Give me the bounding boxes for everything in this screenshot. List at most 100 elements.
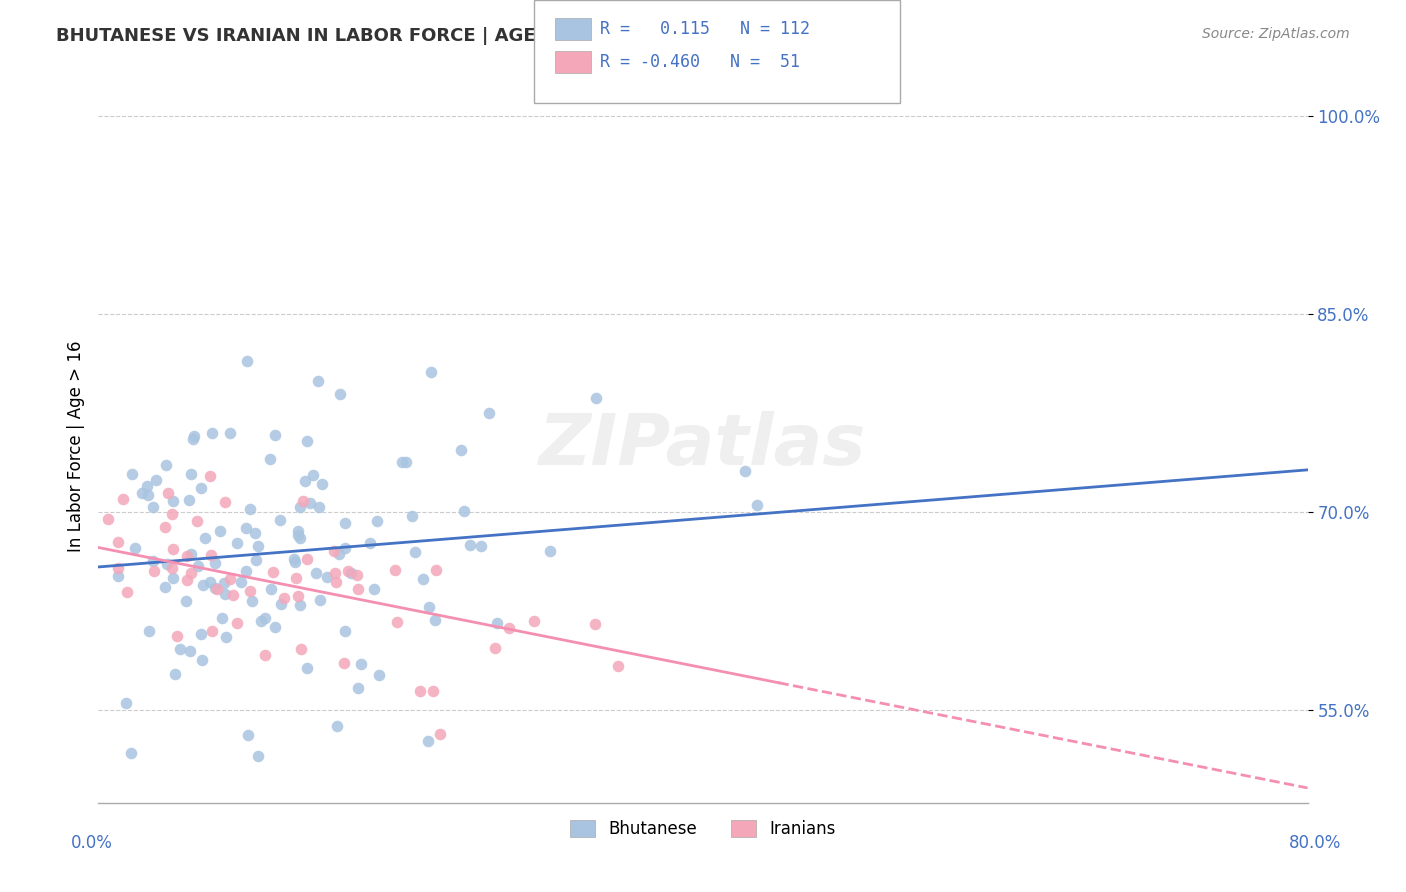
Point	[264, 428, 287, 442]
Point	[523, 614, 546, 628]
Point	[486, 616, 509, 631]
Point	[284, 555, 307, 569]
Point	[298, 496, 321, 510]
Point	[162, 541, 184, 556]
Point	[484, 640, 506, 655]
Point	[247, 748, 270, 763]
Point	[269, 513, 291, 527]
Point	[498, 621, 520, 635]
Point	[412, 572, 434, 586]
Point	[183, 429, 205, 443]
Point	[179, 644, 201, 658]
Point	[273, 591, 295, 605]
Point	[287, 528, 309, 542]
Point	[333, 656, 356, 670]
Point	[328, 547, 350, 561]
Point	[315, 570, 337, 584]
Point	[333, 516, 356, 530]
Point	[194, 532, 217, 546]
Point	[115, 696, 138, 710]
Text: 0.0%: 0.0%	[70, 834, 112, 852]
Point	[254, 648, 277, 662]
Point	[346, 681, 368, 695]
Point	[404, 545, 426, 559]
Point	[340, 566, 363, 580]
Point	[115, 585, 138, 599]
Point	[336, 564, 359, 578]
Point	[333, 541, 356, 556]
Point	[260, 582, 283, 597]
Point	[450, 442, 472, 457]
Point	[200, 548, 222, 562]
Point	[391, 454, 413, 468]
Point	[107, 569, 129, 583]
Point	[142, 500, 165, 514]
Point	[240, 594, 263, 608]
Point	[308, 500, 330, 515]
Point	[291, 493, 314, 508]
Point	[198, 468, 221, 483]
Point	[180, 547, 202, 561]
Point	[387, 615, 409, 629]
Point	[190, 627, 212, 641]
Point	[120, 746, 142, 760]
Point	[155, 458, 177, 472]
Point	[326, 718, 349, 732]
Point	[212, 575, 235, 590]
Point	[162, 571, 184, 585]
Point	[262, 565, 284, 579]
Point	[420, 365, 443, 379]
Point	[745, 499, 768, 513]
Point	[323, 544, 346, 558]
Point	[308, 593, 330, 607]
Point	[366, 515, 388, 529]
Point	[236, 354, 259, 368]
Point	[423, 613, 446, 627]
Point	[156, 485, 179, 500]
Point	[143, 564, 166, 578]
Point	[222, 588, 245, 602]
Point	[245, 525, 267, 540]
Point	[734, 464, 756, 478]
Point	[297, 661, 319, 675]
Point	[363, 582, 385, 597]
Point	[425, 563, 447, 577]
Point	[288, 531, 311, 545]
Point	[246, 539, 269, 553]
Point	[401, 509, 423, 524]
Point	[191, 578, 214, 592]
Point	[176, 549, 198, 564]
Point	[162, 507, 184, 521]
Point	[214, 494, 236, 508]
Point	[422, 684, 444, 698]
Point	[478, 406, 501, 420]
Point	[329, 387, 352, 401]
Point	[166, 629, 188, 643]
Point	[219, 572, 242, 586]
Point	[307, 374, 329, 388]
Point	[325, 574, 347, 589]
Point	[226, 536, 249, 550]
Point	[145, 473, 167, 487]
Legend: Bhutanese, Iranians: Bhutanese, Iranians	[564, 813, 842, 845]
Text: ZIPatlas: ZIPatlas	[540, 411, 866, 481]
Point	[384, 563, 406, 577]
Point	[418, 600, 440, 615]
Point	[162, 494, 184, 508]
Point	[235, 521, 257, 535]
Point	[409, 684, 432, 698]
Point	[180, 467, 202, 482]
Point	[238, 728, 260, 742]
Point	[214, 587, 236, 601]
Point	[204, 556, 226, 570]
Point	[201, 425, 224, 440]
Point	[231, 575, 253, 590]
Point	[97, 512, 120, 526]
Point	[250, 615, 273, 629]
Point	[190, 481, 212, 495]
Point	[136, 488, 159, 502]
Point	[131, 485, 153, 500]
Point	[253, 610, 276, 624]
Point	[585, 391, 607, 405]
Point	[283, 551, 305, 566]
